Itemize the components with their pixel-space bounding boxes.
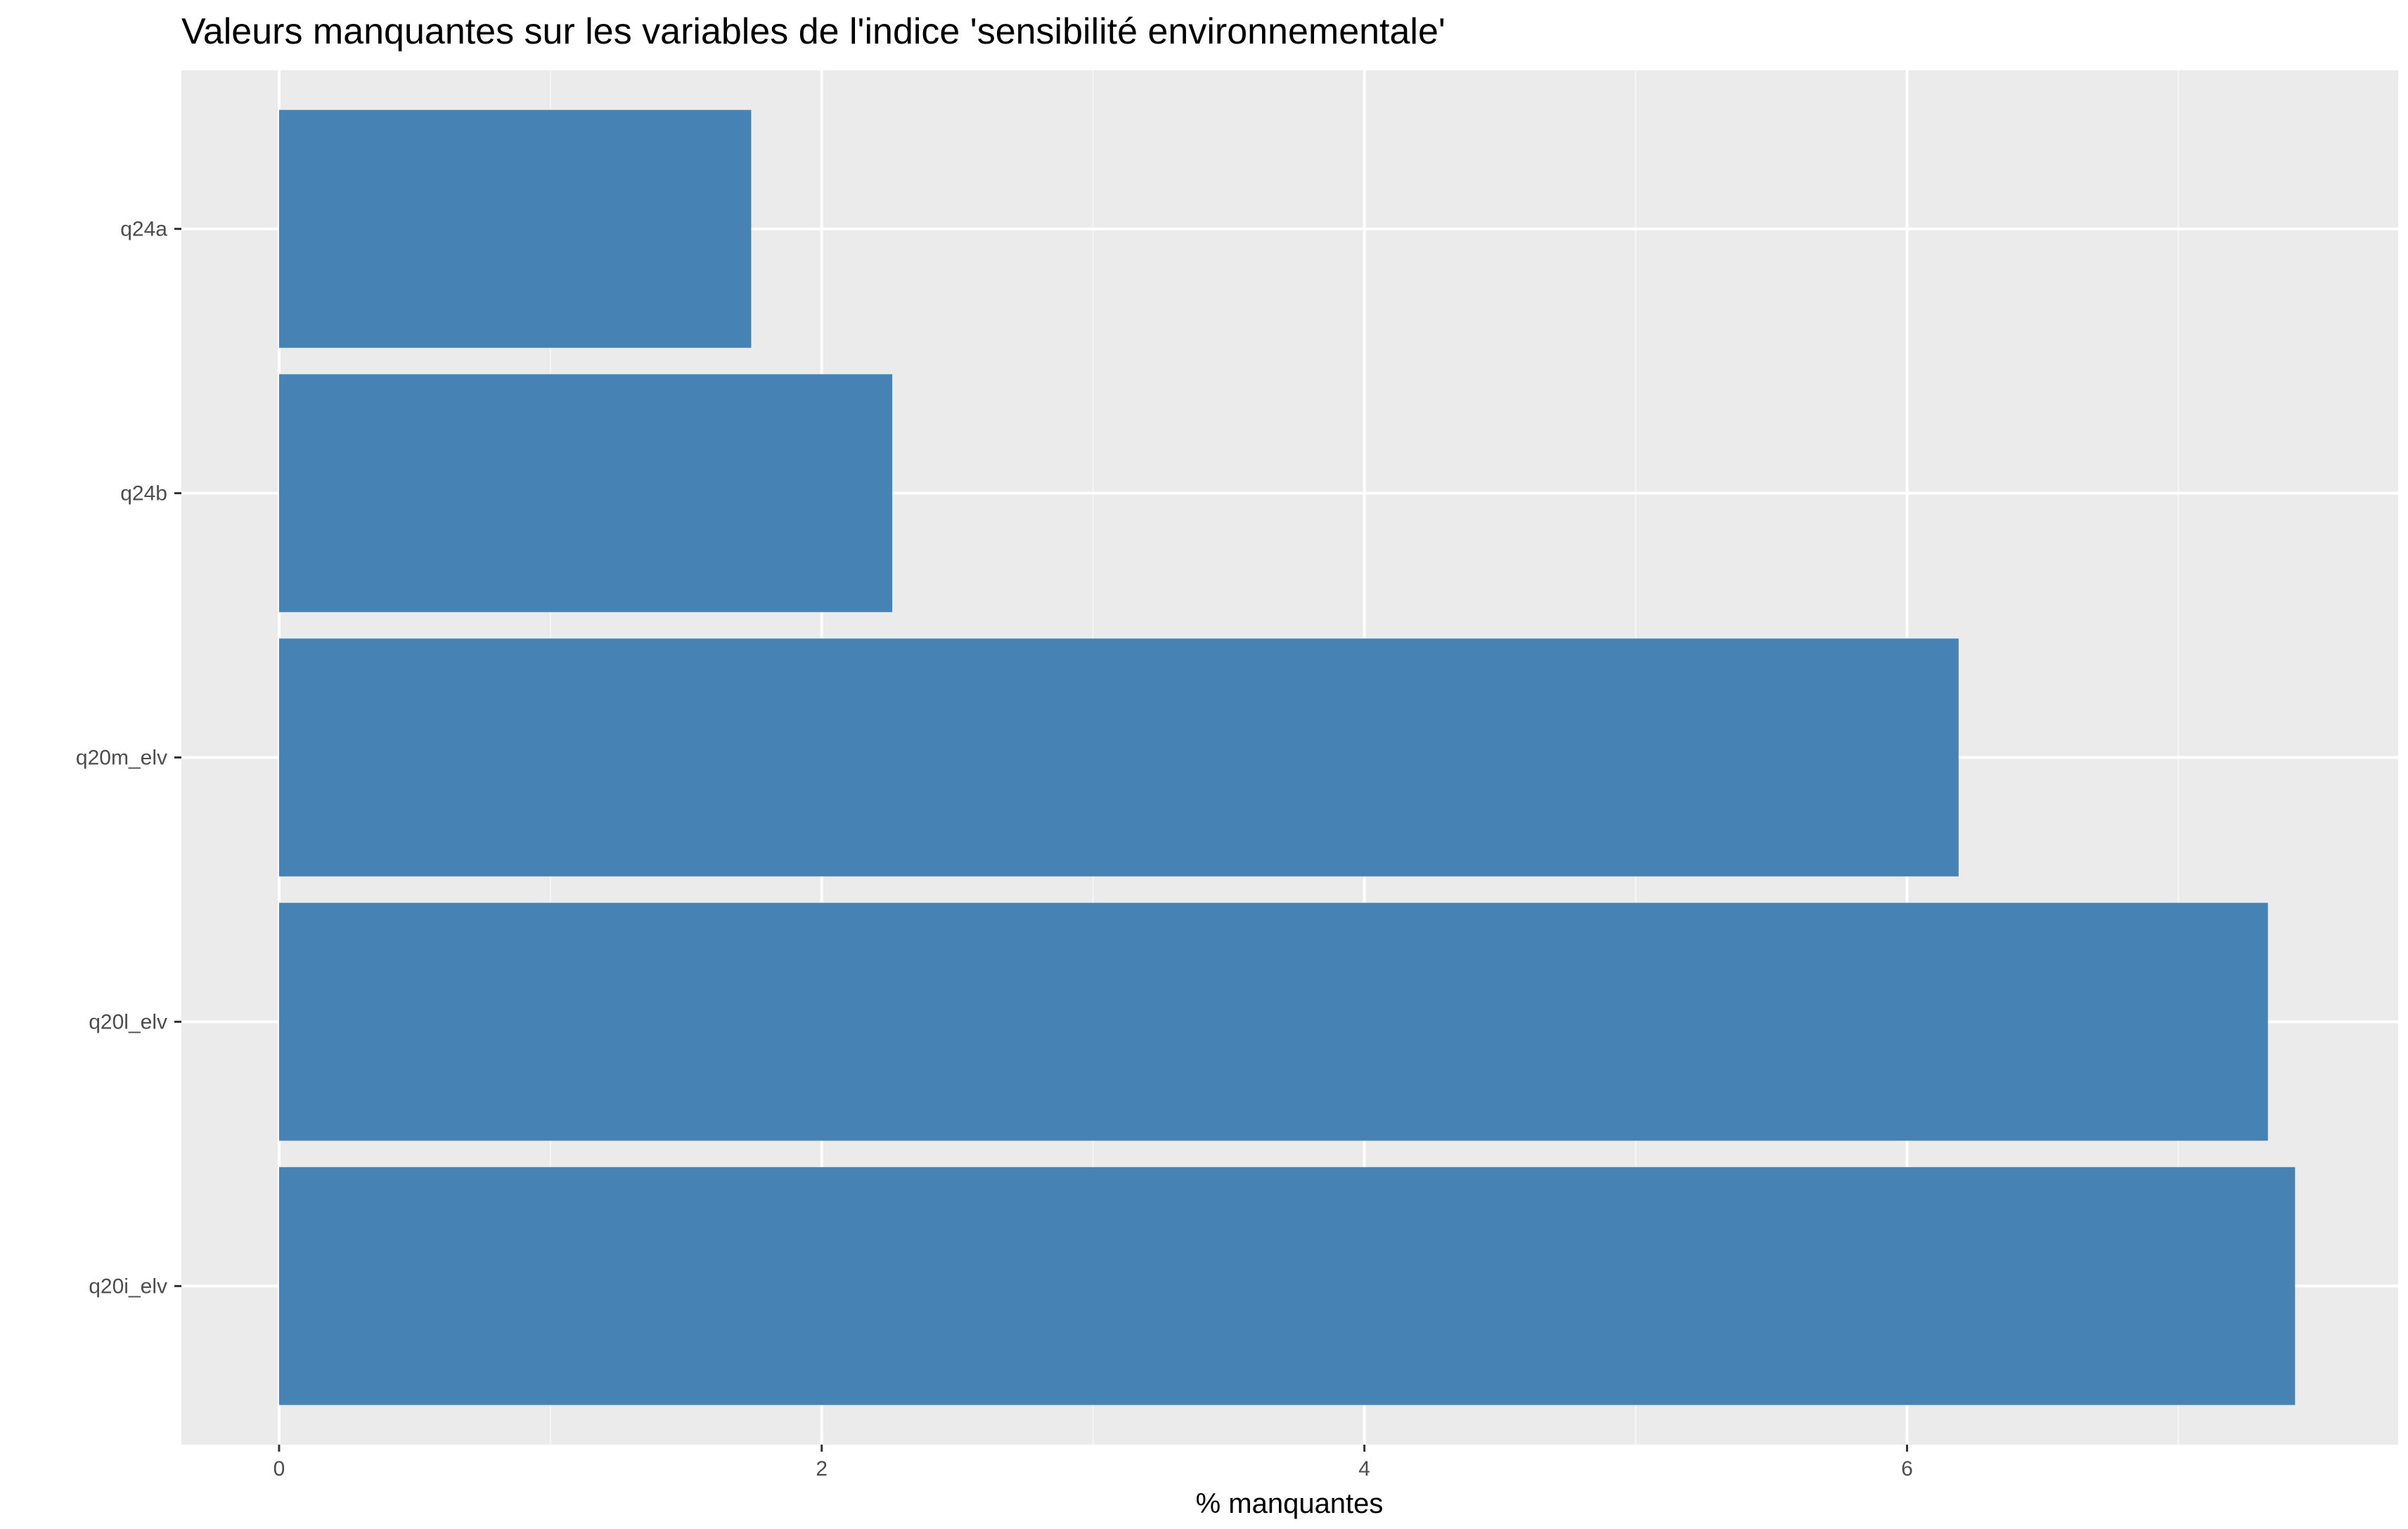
x-tick-label: 2 (816, 1457, 828, 1480)
bar-q24b (278, 374, 893, 612)
x-tick-label: 0 (273, 1457, 285, 1480)
y-tick-label-q24b: q24b (120, 482, 167, 505)
bar-q20i_elv (278, 1167, 2296, 1405)
bar-q20l_elv (278, 903, 2268, 1141)
bar-q24a (278, 110, 752, 348)
x-tick-label: 6 (1901, 1457, 1913, 1480)
y-axis: q24a q24b q20m_elv q20l_elv q20i_elv (76, 218, 181, 1298)
y-tick-label-q20l_elv: q20l_elv (89, 1010, 167, 1033)
chart-title: Valeurs manquantes sur les variables de … (181, 11, 1446, 52)
x-axis-title: % manquantes (1196, 1488, 1384, 1519)
x-tick-label: 4 (1358, 1457, 1370, 1480)
bars (278, 110, 2296, 1405)
y-tick-label-q24a: q24a (120, 218, 167, 241)
bar-q20m_elv (278, 638, 1959, 877)
y-tick-label-q20m_elv: q20m_elv (76, 747, 167, 770)
y-tick-label-q20i_elv: q20i_elv (89, 1275, 167, 1298)
x-axis: 0 2 4 6 (273, 1445, 1913, 1480)
